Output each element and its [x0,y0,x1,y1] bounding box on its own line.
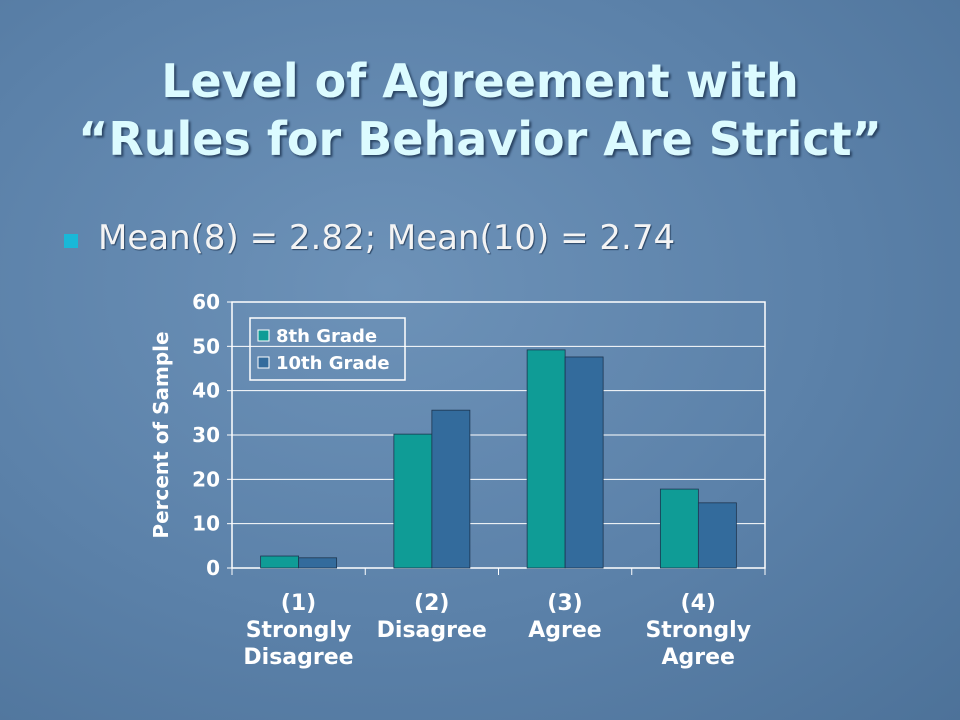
bar [393,433,433,569]
y-tick-label: 30 [192,423,220,447]
x-tick-label: (4) Strongly Agree [645,591,752,670]
legend-label: 10th Grade [276,353,390,374]
y-tick-label: 40 [192,379,220,403]
bar [298,557,338,569]
x-tick-label: (1) Strongly Disagree [243,591,354,670]
legend-label: 8th Grade [276,326,377,347]
legend-swatch [257,329,270,342]
y-tick-label: 0 [206,556,220,580]
y-tick-label: 10 [192,512,220,536]
legend-swatch [257,356,270,369]
slide-title: Level of Agreement with “Rules for Behav… [78,54,882,166]
y-tick-label: 20 [192,467,220,491]
y-tick-label: 60 [192,290,220,314]
bar [526,349,566,569]
bar [659,488,699,569]
bar [697,502,737,569]
bar [260,555,300,569]
y-axis-label: Percent of Sample [149,331,173,538]
x-tick-label: (2) Disagree [376,591,487,643]
x-tick-label: (3) Agree [528,591,602,643]
y-tick-label: 50 [192,334,220,358]
bar [431,409,471,569]
legend-box [249,317,406,381]
bar [564,356,604,569]
bullet-marker [64,234,78,248]
bullet-text: Mean(8) = 2.82; Mean(10) = 2.74 [98,218,676,258]
